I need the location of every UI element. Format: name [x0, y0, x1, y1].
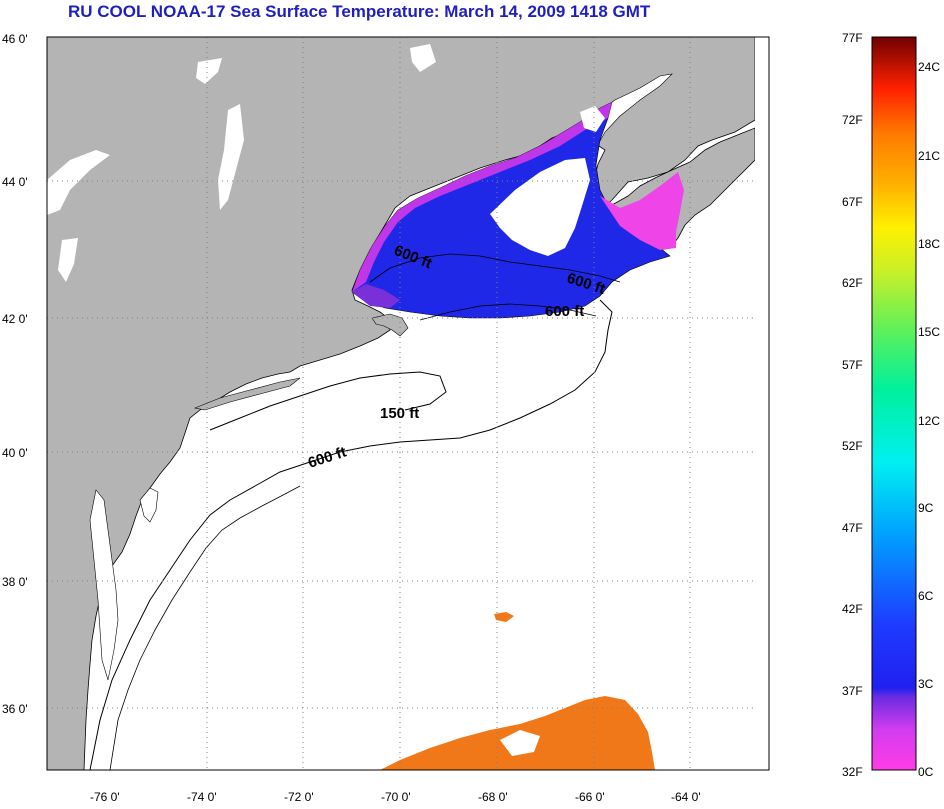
- graticule: [47, 37, 755, 770]
- coastal-cold-band: [352, 102, 612, 292]
- lat-label: 42 0': [2, 312, 28, 326]
- colorbar-c-label: 12C: [918, 414, 940, 428]
- lake-2: [218, 104, 244, 210]
- colorbar-c-label: 6C: [918, 589, 934, 603]
- lon-label: -64 0': [671, 790, 701, 804]
- colorbar-f-label: 37F: [842, 684, 863, 698]
- colorbar-f-ticks: 77F 72F 67F 62F 57F 52F 47F 42F 37F 32F: [842, 31, 863, 779]
- lat-label: 44 0': [2, 175, 28, 189]
- lake-5: [410, 44, 436, 72]
- lat-label: 46 0': [2, 32, 28, 46]
- map-frame: [46, 36, 770, 771]
- lon-label: -70 0': [381, 790, 411, 804]
- colorbar-f-label: 32F: [842, 765, 863, 779]
- nova-scotia-sst: [600, 172, 684, 250]
- contour-label-150: 150 ft: [380, 405, 419, 422]
- violet-patch: [352, 284, 400, 308]
- cloud-patch-1: [490, 158, 590, 256]
- delaware-bay: [139, 487, 159, 523]
- lon-labels: -76 0' -74 0' -72 0' -70 0' -68 0' -66 0…: [90, 790, 701, 804]
- contour-label-600-georges: 600 ft: [545, 303, 584, 320]
- lon-label: -74 0': [187, 790, 217, 804]
- cloud-patch-2: [580, 106, 605, 132]
- gulf-stream-cloud: [500, 730, 540, 756]
- colorbar-c-label: 15C: [918, 325, 940, 339]
- colorbar-c-label: 18C: [918, 237, 940, 251]
- colorbar-c-label: 0C: [918, 765, 934, 779]
- warm-speck: [494, 612, 514, 622]
- lake-4: [58, 238, 78, 282]
- cape-cod: [371, 313, 409, 337]
- colorbar-f-label: 77F: [842, 31, 863, 45]
- colorbar-c-label: 21C: [918, 149, 940, 163]
- colorbar: [871, 36, 917, 771]
- colorbar-c-ticks: 24C 21C 18C 15C 12C 9C 6C 3C 0C: [918, 60, 940, 779]
- lat-label: 40 0': [2, 446, 28, 460]
- colorbar-f-label: 72F: [842, 113, 863, 127]
- contour-600ft: [89, 299, 613, 770]
- colorbar-f-label: 42F: [842, 602, 863, 616]
- lake-1: [196, 58, 222, 84]
- colorbar-f-label: 57F: [842, 358, 863, 372]
- lon-label: -72 0': [284, 790, 314, 804]
- long-island: [193, 377, 301, 411]
- lake-3: [47, 150, 110, 215]
- contour-150ft: [209, 371, 447, 431]
- colorbar-c-label: 3C: [918, 677, 934, 691]
- colorbar-f-label: 67F: [842, 195, 863, 209]
- contour-gom-2: [419, 303, 597, 321]
- lat-label: 36 0': [2, 702, 28, 716]
- colorbar-f-label: 52F: [842, 439, 863, 453]
- colorbar-c-label: 9C: [918, 501, 934, 515]
- lon-label: -68 0': [478, 790, 508, 804]
- lat-labels: 46 0' 44 0' 42 0' 40 0' 38 0' 36 0': [2, 32, 28, 716]
- chesapeake-bay: [89, 489, 119, 681]
- contour-gom-1: [369, 253, 621, 283]
- colorbar-f-label: 62F: [842, 276, 863, 290]
- lat-label: 38 0': [2, 575, 28, 589]
- lon-label: -66 0': [575, 790, 605, 804]
- contour-inner: [109, 485, 301, 770]
- colorbar-f-label: 47F: [842, 521, 863, 535]
- lon-label: -76 0': [90, 790, 120, 804]
- map-title: RU COOL NOAA-17 Sea Surface Temperature:…: [68, 2, 651, 21]
- colorbar-c-label: 24C: [918, 60, 940, 74]
